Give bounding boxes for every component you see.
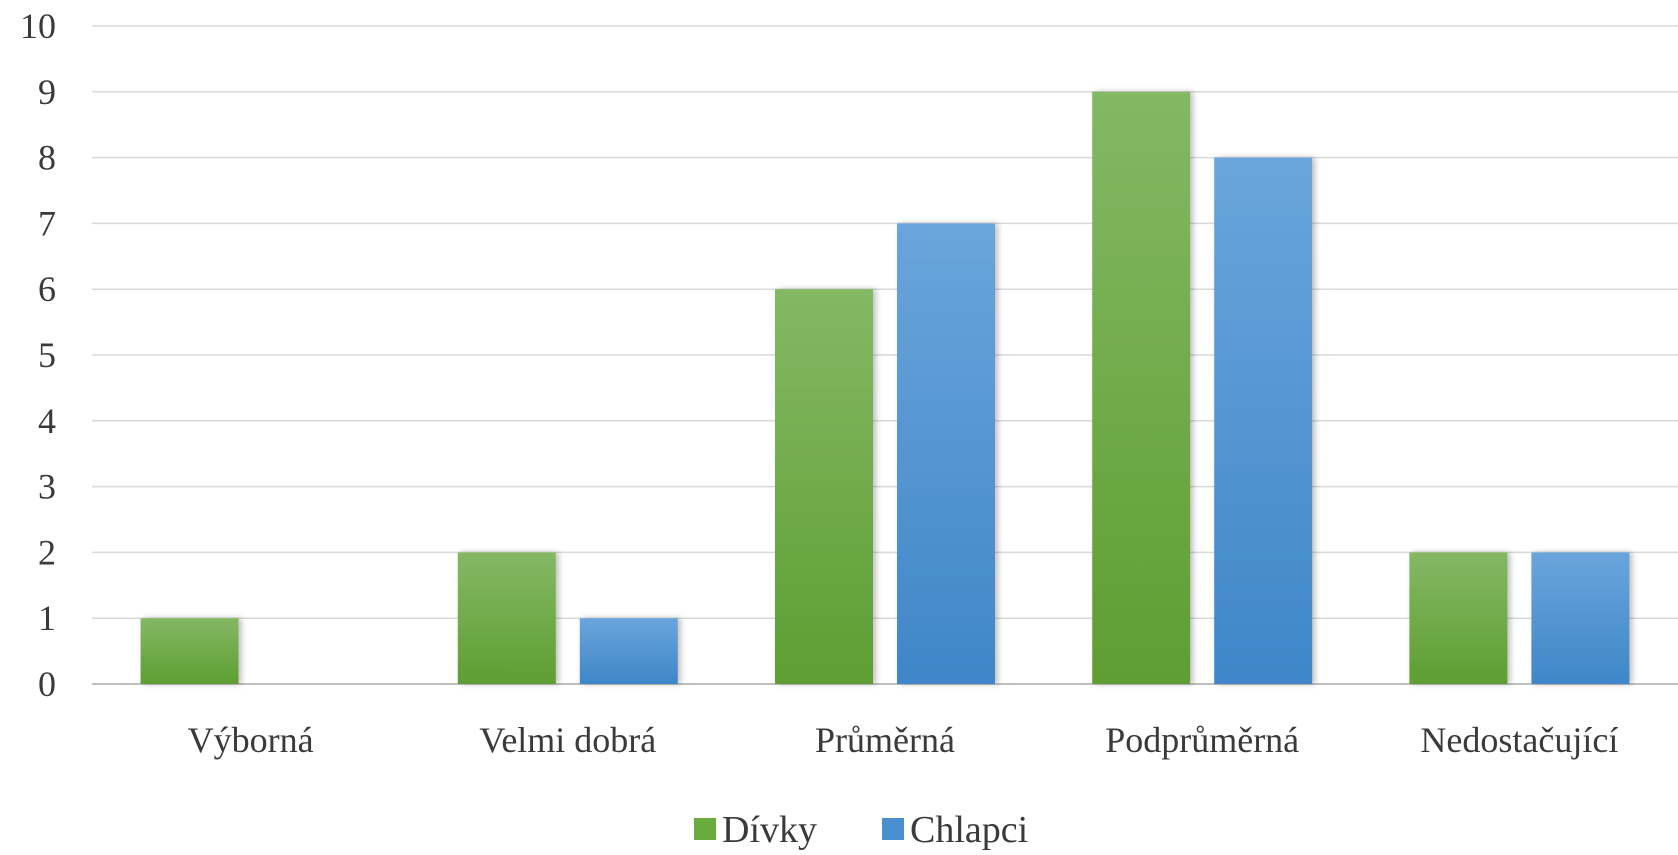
bar-divky-2 — [775, 289, 873, 684]
y-tick-label: 9 — [38, 72, 56, 112]
bar-chlapci-2 — [897, 223, 995, 684]
bars — [140, 91, 1630, 685]
bar-divky-0 — [140, 618, 239, 684]
x-category-label: Nedostačující — [1420, 720, 1618, 760]
y-tick-label: 2 — [38, 532, 56, 572]
y-tick-label: 4 — [38, 401, 56, 441]
y-tick-label: 8 — [38, 138, 56, 178]
gridlines — [92, 25, 1678, 685]
bar-divky-3 — [1092, 91, 1191, 685]
y-tick-label: 3 — [38, 467, 56, 507]
bar-chlapci-4 — [1531, 552, 1630, 684]
x-category-label: Průměrná — [815, 720, 955, 760]
y-tick-label: 6 — [38, 269, 56, 309]
legend-chlapci-swatch — [882, 818, 904, 840]
legend-chlapci-label: Chlapci — [910, 809, 1028, 851]
y-axis-ticks: 0 1 2 3 4 5 6 7 8 9 10 — [20, 6, 56, 704]
y-tick-label: 1 — [38, 598, 56, 638]
y-tick-label: 10 — [20, 6, 56, 46]
bar-divky-1 — [457, 552, 556, 684]
y-tick-label: 0 — [38, 664, 56, 704]
x-category-label: Velmi dobrá — [479, 720, 656, 760]
legend-divky-swatch — [694, 818, 716, 840]
bar-chlapci-3 — [1214, 157, 1313, 685]
x-category-label: Podprůměrná — [1105, 720, 1299, 760]
y-tick-label: 7 — [38, 203, 56, 243]
legend-divky-label: Dívky — [722, 809, 817, 851]
bar-chlapci-1 — [579, 618, 678, 684]
legend: Dívky Chlapci — [694, 809, 1028, 851]
x-category-label: Výborná — [188, 720, 314, 760]
x-axis-labels: Výborná Velmi dobrá Průměrná Podprůměrná Ned… — [188, 720, 1619, 760]
bar-divky-4 — [1409, 552, 1508, 684]
y-tick-label: 5 — [38, 335, 56, 375]
